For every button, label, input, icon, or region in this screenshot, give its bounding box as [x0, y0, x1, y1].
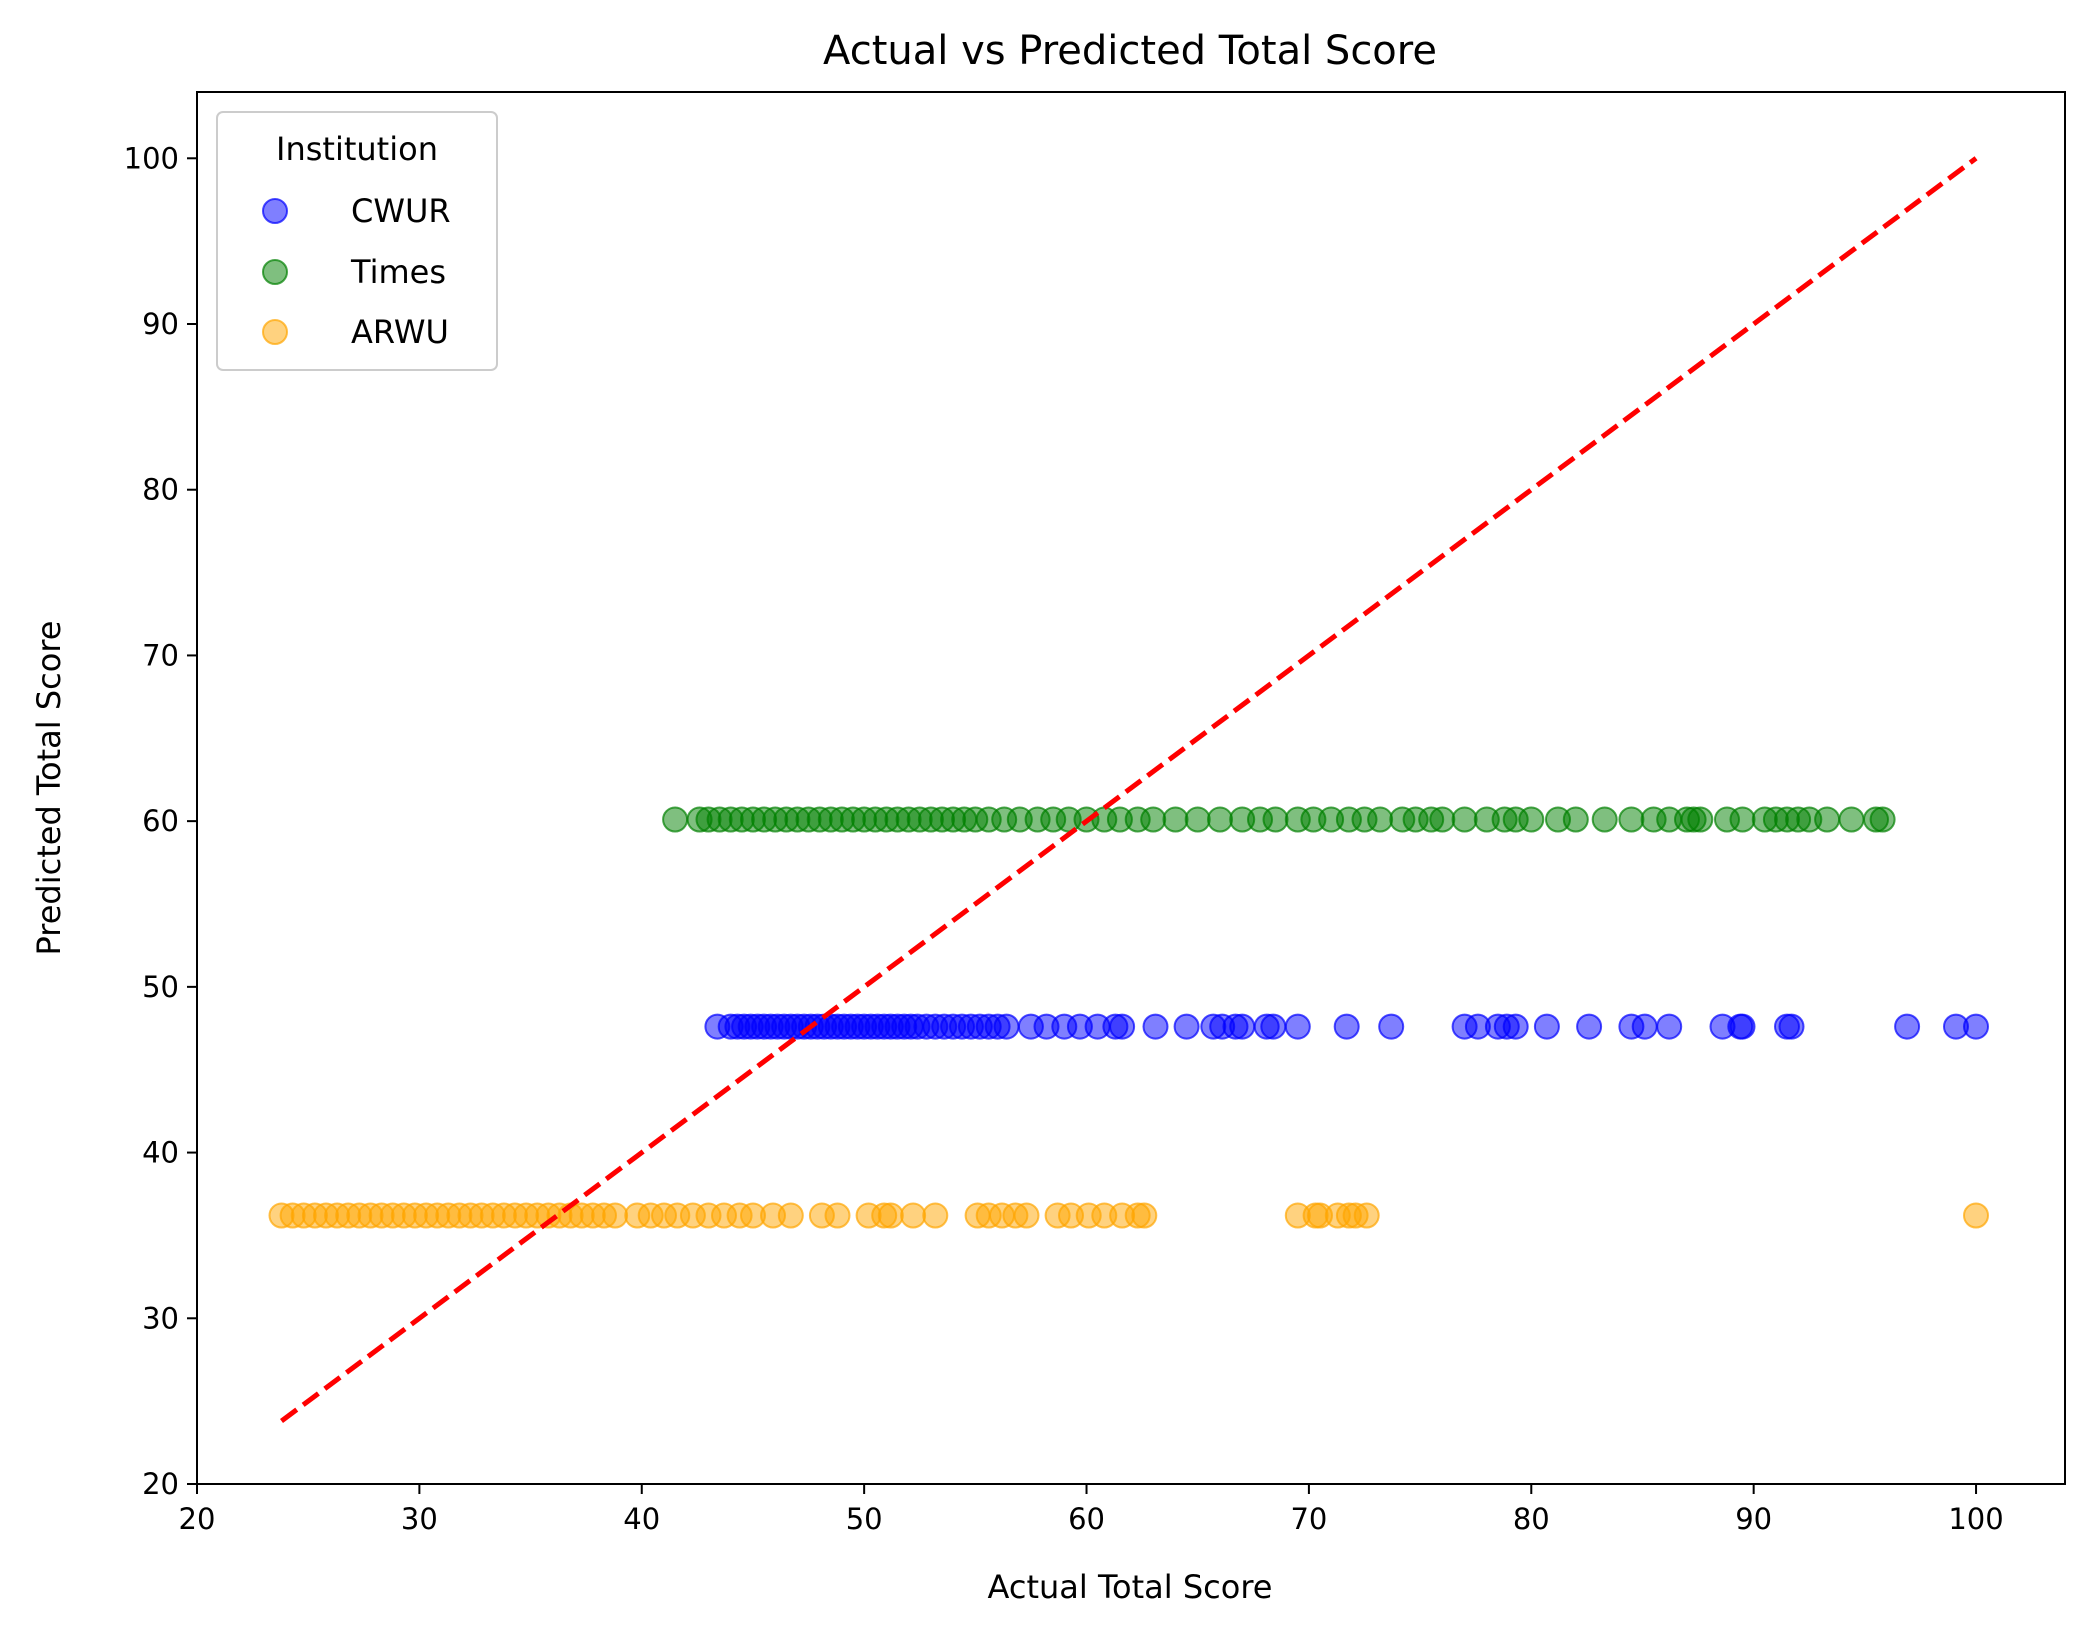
series-arwu	[268, 1202, 1989, 1229]
point-times-60	[1562, 806, 1589, 833]
point-cwur-62	[1502, 1013, 1529, 1040]
x-tick-label-20: 20	[179, 1502, 216, 1536]
point-arwu-53	[1013, 1202, 1040, 1229]
x-tick-label-70: 70	[1290, 1502, 1327, 1536]
point-cwur-55	[1284, 1013, 1311, 1040]
point-arwu-41	[777, 1202, 804, 1229]
point-times-43	[1262, 806, 1289, 833]
point-times-62	[1618, 806, 1645, 833]
point-times-39	[1184, 806, 1211, 833]
y-axis-title: Predicted Total Score	[30, 621, 68, 956]
y-tick-label-40: 40	[142, 1136, 179, 1170]
point-times-49	[1367, 806, 1394, 833]
x-tick-label-40: 40	[623, 1502, 660, 1536]
point-times-58	[1518, 806, 1545, 833]
point-cwur-63	[1533, 1013, 1560, 1040]
axes-frame	[196, 91, 2066, 1485]
point-times-0	[662, 806, 689, 833]
x-tick-label-60: 60	[1068, 1502, 1105, 1536]
point-arwu-60	[1131, 1202, 1158, 1229]
point-cwur-70	[1729, 1013, 1756, 1040]
point-cwur-56	[1333, 1013, 1360, 1040]
x-tick-label-90: 90	[1735, 1502, 1772, 1536]
point-cwur-66	[1631, 1013, 1658, 1040]
reference-line	[280, 156, 1978, 1424]
x-tick-label-50: 50	[846, 1502, 883, 1536]
y-tick-label-70: 70	[142, 638, 179, 672]
point-arwu-67	[1353, 1202, 1380, 1229]
point-times-53	[1429, 806, 1456, 833]
point-times-76	[1838, 806, 1865, 833]
legend-marker-arwu	[262, 319, 288, 345]
point-times-38	[1162, 806, 1189, 833]
point-times-69	[1729, 806, 1756, 833]
legend-box	[216, 111, 498, 371]
point-arwu-68	[1963, 1202, 1989, 1229]
plot-area	[268, 156, 1989, 1424]
point-cwur-46	[1109, 1013, 1136, 1040]
legend-marker-cwur	[262, 198, 288, 224]
axis-ticks: 20 30 40 50 60 70 80 90 100 20 30 40 50 60 70 80 90 100	[124, 141, 2004, 1536]
y-tick-label-30: 30	[142, 1301, 179, 1335]
point-cwur-67	[1656, 1013, 1683, 1040]
point-times-40	[1207, 806, 1233, 833]
y-tick-label-60: 60	[142, 804, 179, 838]
y-tick-label-20: 20	[142, 1467, 179, 1501]
point-arwu-43	[824, 1202, 851, 1229]
x-axis-title: Actual Total Score	[988, 1568, 1273, 1606]
series-cwur	[704, 1013, 1989, 1040]
point-cwur-47	[1142, 1013, 1169, 1040]
point-cwur-75	[1963, 1013, 1989, 1040]
point-times-78	[1869, 806, 1896, 833]
series-times	[662, 806, 1896, 833]
legend-label-cwur: CWUR	[351, 192, 451, 230]
legend-label-arwu: ARWU	[351, 313, 449, 351]
y-tick-label-100: 100	[124, 141, 179, 175]
point-cwur-72	[1778, 1013, 1805, 1040]
x-tick-label-30: 30	[401, 1502, 438, 1536]
point-arwu-48	[922, 1202, 949, 1229]
point-cwur-39	[993, 1013, 1020, 1040]
y-tick-label-50: 50	[142, 970, 179, 1004]
point-arwu-30	[602, 1202, 629, 1229]
point-arwu-46	[877, 1202, 904, 1229]
x-tick-label-100: 100	[1948, 1502, 2003, 1536]
point-arwu-47	[900, 1202, 927, 1229]
point-times-54	[1451, 806, 1478, 833]
y-tick-label-90: 90	[142, 307, 179, 341]
point-cwur-48	[1173, 1013, 1200, 1040]
chart-title: Actual vs Predicted Total Score	[823, 28, 1437, 74]
legend-label-times: Times	[350, 253, 446, 291]
legend-title: Institution	[276, 130, 438, 168]
y-tick-label-80: 80	[142, 473, 179, 507]
point-cwur-64	[1576, 1013, 1603, 1040]
point-times-75	[1814, 806, 1841, 833]
point-cwur-52	[1229, 1013, 1256, 1040]
point-times-61	[1591, 806, 1618, 833]
legend-marker-times	[262, 259, 288, 285]
point-cwur-73	[1894, 1013, 1921, 1040]
x-tick-label-80: 80	[1513, 1502, 1550, 1536]
point-times-37	[1140, 806, 1167, 833]
point-times-67	[1687, 806, 1714, 833]
point-cwur-57	[1378, 1013, 1405, 1040]
point-cwur-54	[1260, 1013, 1287, 1040]
legend: Institution CWUR Times ARWU	[216, 111, 498, 371]
